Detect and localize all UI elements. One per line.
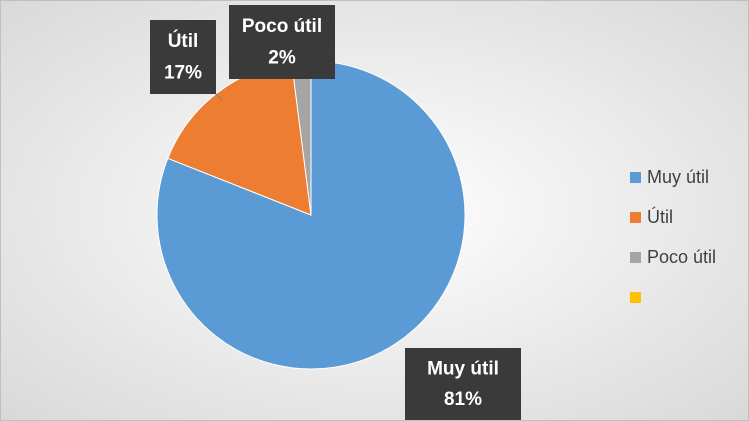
data-label-box (229, 5, 335, 79)
data-label-box (405, 348, 521, 420)
legend-swatch (630, 252, 641, 263)
legend-label: Útil (647, 206, 673, 227)
legend-swatch (630, 292, 641, 303)
data-label-box (150, 20, 216, 94)
data-label-value: 17% (164, 62, 202, 83)
legend-label: Muy útil (647, 167, 709, 187)
data-label-category: Muy útil (427, 359, 499, 380)
data-label-value: 2% (268, 47, 296, 68)
data-label-value: 81% (444, 389, 482, 410)
legend-swatch (630, 172, 641, 183)
legend-label: Poco útil (647, 247, 716, 267)
legend-swatch (630, 212, 641, 223)
data-label-category: Útil (168, 30, 199, 52)
data-label-category: Poco útil (242, 16, 322, 37)
